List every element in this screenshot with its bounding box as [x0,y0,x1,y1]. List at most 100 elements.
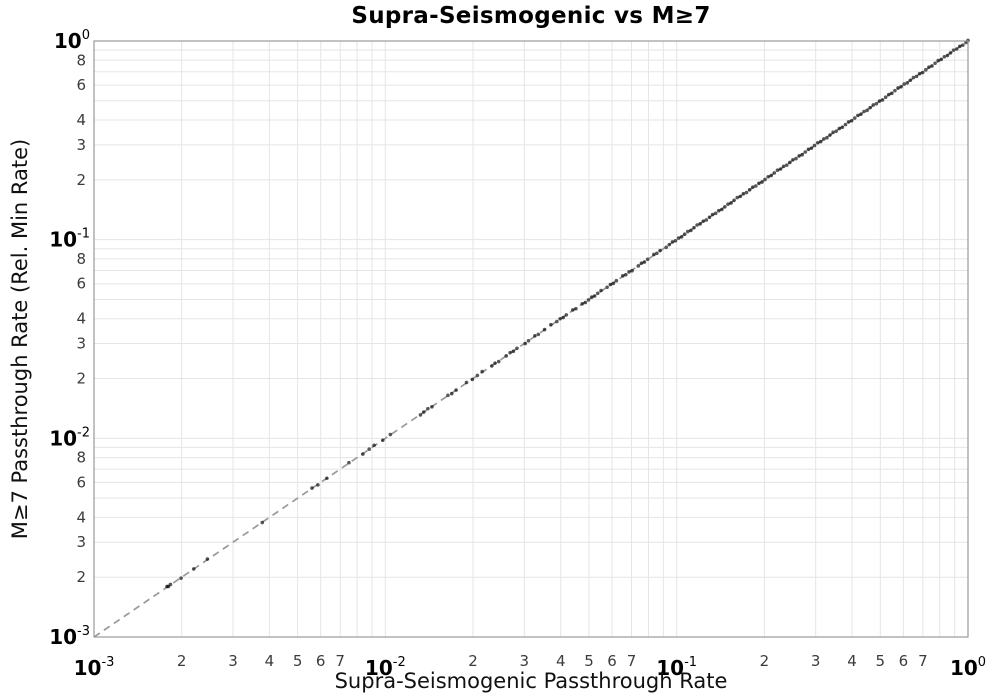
data-point [930,64,934,68]
data-point [664,245,669,250]
x-minor-tick-label: 6 [316,652,326,670]
data-point [388,432,393,437]
data-point [361,452,365,456]
data-point [849,118,854,123]
y-minor-tick-label: 8 [76,449,86,467]
data-point [670,240,675,244]
data-point [738,194,743,199]
data-point [580,301,585,306]
data-point [624,272,628,277]
data-point [893,88,897,93]
data-point [945,53,950,58]
data-point [260,520,265,525]
y-minor-tick-label: 4 [76,508,86,526]
data-point [710,212,715,217]
y-minor-tick-label: 2 [76,171,86,189]
data-point [750,185,755,189]
data-point [652,252,656,257]
data-point [741,191,746,196]
data-points [165,38,970,589]
data-point [496,359,501,364]
data-point [874,101,879,106]
data-point [570,308,575,312]
data-point [695,223,699,227]
x-minor-tick-label: 5 [876,652,886,670]
data-point [781,164,786,169]
y-minor-tick-label: 2 [76,370,86,388]
data-point [784,163,789,167]
y-minor-tick-label: 6 [76,473,86,491]
data-point [942,54,947,59]
data-point [815,140,820,145]
data-point [917,71,922,76]
x-major-tick-label: 10-2 [365,655,406,680]
data-point [902,82,906,86]
data-point [639,261,644,265]
x-minor-tick-label: 2 [468,652,478,670]
y-minor-tick-label: 3 [76,335,86,353]
data-point [828,133,832,137]
identity-reference-line [93,40,969,638]
data-point [924,68,928,72]
data-point [673,238,678,243]
data-point [735,195,740,200]
data-point [883,95,888,100]
data-point [927,65,931,69]
x-minor-tick-label: 2 [177,652,187,670]
data-point [957,44,962,49]
data-point [464,380,469,385]
data-point [843,122,848,127]
data-point [655,251,659,256]
data-point [754,184,758,188]
data-point [961,43,965,47]
data-point [951,48,956,52]
data-point [871,103,876,107]
data-point [856,113,860,118]
data-point [933,61,937,66]
data-point [791,157,795,162]
data-point [729,201,733,205]
data-point [191,567,196,571]
data-point [380,438,385,443]
data-point [911,75,916,80]
data-point [642,260,647,264]
x-minor-tick-label: 7 [335,652,345,670]
data-point [682,232,687,237]
x-axis-label: Supra-Seismogenic Passthrough Rate [334,669,728,693]
data-point [418,413,423,417]
data-point [877,99,882,103]
data-point [720,207,724,212]
data-point [508,350,512,355]
data-point [880,98,885,102]
y-major-tick-label: 10-2 [49,425,90,450]
data-point [797,154,801,158]
data-point [747,188,752,192]
y-minor-tick-label: 4 [76,310,86,328]
data-point [599,288,603,293]
data-point [713,211,718,216]
data-point [846,120,851,124]
x-minor-tick-label: 4 [556,652,566,670]
data-point [766,174,770,179]
data-point [772,171,777,175]
data-point [586,298,591,302]
data-point [948,51,953,55]
data-point [865,108,869,113]
data-point [605,285,609,290]
data-point [630,268,634,273]
data-point [825,135,829,140]
data-point [430,405,434,409]
data-point [800,152,804,157]
x-major-tick-label: 100 [950,655,986,680]
data-point [769,173,774,178]
data-point [561,315,566,320]
data-point [564,313,569,317]
data-point [852,116,857,120]
data-point [595,291,600,296]
data-point [794,156,798,161]
data-point [533,334,537,338]
data-point [818,139,823,144]
y-minor-tick-label: 3 [76,533,86,551]
data-point [689,228,693,233]
axes-frame [93,40,969,638]
